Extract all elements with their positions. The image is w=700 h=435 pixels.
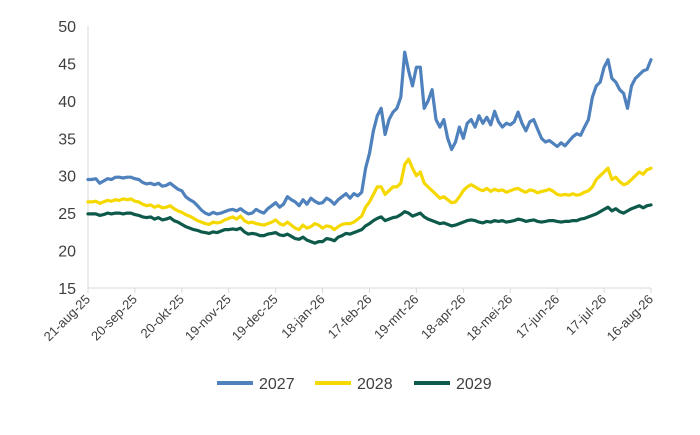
y-tick-label: 45 (58, 56, 76, 73)
x-tick-label: 18-mei-26 (463, 292, 515, 344)
x-tick-label: 19-mrt-26 (371, 292, 421, 342)
x-tick-label: 21-aug-25 (41, 292, 94, 345)
x-tick-label: 18-apr-26 (418, 292, 468, 342)
series-line-2027 (86, 50, 653, 217)
x-tick-label: 17-feb-26 (325, 292, 375, 342)
x-tick-label: 16-aug-26 (604, 292, 657, 345)
y-tick-label: 30 (58, 169, 76, 186)
x-tick-label: 19-dec-25 (229, 292, 281, 344)
series-line-2029 (86, 203, 653, 245)
legend-label-2028: 2028 (357, 376, 393, 393)
x-tick-label: 17-jun-26 (513, 292, 562, 341)
legend-label-2027: 2027 (259, 376, 295, 393)
y-tick-label: 20 (58, 244, 76, 261)
legend-label-2029: 2029 (456, 376, 492, 393)
y-tick-label: 35 (58, 131, 76, 148)
x-tick-label: 20-sep-25 (88, 292, 140, 344)
x-tick-label: 18-jan-26 (278, 292, 327, 341)
x-tick-label: 20-okt-25 (138, 292, 187, 341)
x-tick-label: 19-nov-25 (182, 292, 234, 344)
y-tick-label: 40 (58, 94, 76, 111)
series-line-2028 (86, 157, 653, 232)
y-tick-label: 50 (58, 19, 76, 36)
y-tick-label: 15 (58, 281, 76, 298)
x-tick-label: 17-jul-26 (563, 292, 609, 338)
y-tick-label: 25 (58, 206, 76, 223)
